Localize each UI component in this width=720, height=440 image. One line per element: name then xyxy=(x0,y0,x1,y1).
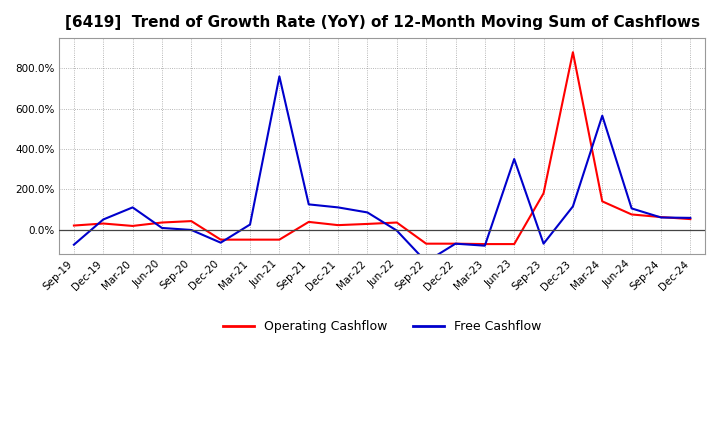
Free Cashflow xyxy=(187,227,196,233)
Line: Free Cashflow: Free Cashflow xyxy=(74,77,690,262)
Free Cashflow xyxy=(539,241,548,246)
Operating Cashflow xyxy=(216,237,225,242)
Operating Cashflow xyxy=(187,219,196,224)
Free Cashflow xyxy=(686,215,695,220)
Operating Cashflow xyxy=(598,199,606,204)
Free Cashflow xyxy=(510,156,518,161)
Free Cashflow xyxy=(363,210,372,215)
Free Cashflow xyxy=(305,202,313,207)
Operating Cashflow xyxy=(70,223,78,228)
Operating Cashflow xyxy=(569,50,577,55)
Operating Cashflow xyxy=(275,237,284,242)
Operating Cashflow xyxy=(510,242,518,247)
Operating Cashflow xyxy=(627,212,636,217)
Operating Cashflow xyxy=(158,220,166,225)
Free Cashflow xyxy=(216,240,225,246)
Free Cashflow xyxy=(657,215,665,220)
Title: [6419]  Trend of Growth Rate (YoY) of 12-Month Moving Sum of Cashflows: [6419] Trend of Growth Rate (YoY) of 12-… xyxy=(65,15,700,30)
Free Cashflow xyxy=(480,243,489,248)
Free Cashflow xyxy=(422,259,431,264)
Legend: Operating Cashflow, Free Cashflow: Operating Cashflow, Free Cashflow xyxy=(218,315,546,338)
Free Cashflow xyxy=(128,205,137,210)
Operating Cashflow xyxy=(539,191,548,196)
Free Cashflow xyxy=(598,113,606,118)
Operating Cashflow xyxy=(451,241,460,246)
Free Cashflow xyxy=(70,242,78,247)
Free Cashflow xyxy=(246,222,254,227)
Line: Operating Cashflow: Operating Cashflow xyxy=(74,52,690,244)
Operating Cashflow xyxy=(392,220,401,225)
Operating Cashflow xyxy=(99,221,107,226)
Free Cashflow xyxy=(451,241,460,246)
Free Cashflow xyxy=(569,204,577,209)
Operating Cashflow xyxy=(128,224,137,229)
Free Cashflow xyxy=(627,206,636,211)
Free Cashflow xyxy=(158,225,166,231)
Free Cashflow xyxy=(99,217,107,222)
Operating Cashflow xyxy=(246,237,254,242)
Operating Cashflow xyxy=(334,223,343,228)
Operating Cashflow xyxy=(305,219,313,224)
Operating Cashflow xyxy=(363,221,372,227)
Operating Cashflow xyxy=(480,242,489,247)
Operating Cashflow xyxy=(422,241,431,246)
Free Cashflow xyxy=(334,205,343,210)
Free Cashflow xyxy=(275,74,284,79)
Operating Cashflow xyxy=(686,216,695,222)
Free Cashflow xyxy=(392,228,401,233)
Operating Cashflow xyxy=(657,214,665,220)
